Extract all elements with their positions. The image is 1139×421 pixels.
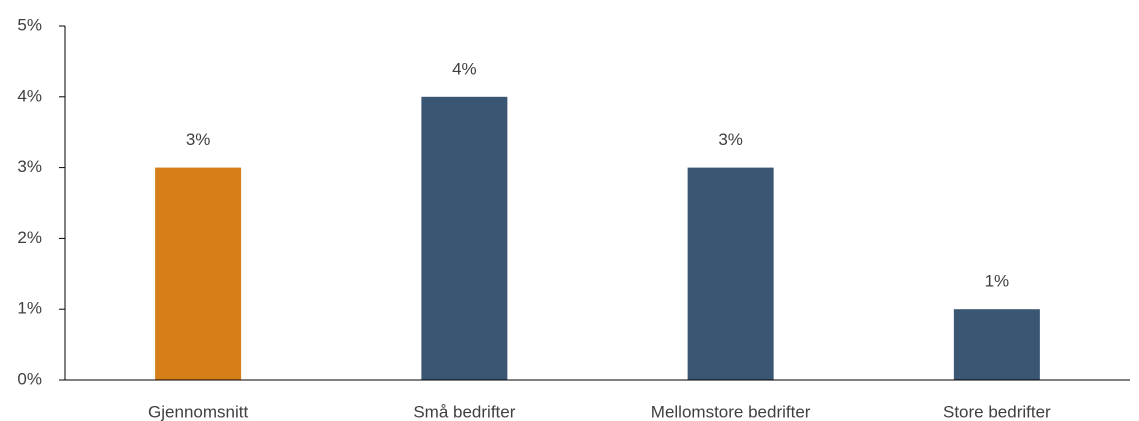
y-tick-label: 2%: [17, 228, 42, 247]
bar: [687, 167, 774, 380]
value-label: 3%: [718, 130, 743, 149]
y-tick-label: 5%: [17, 15, 42, 34]
y-tick-label: 4%: [17, 86, 42, 105]
y-tick-label: 3%: [17, 157, 42, 176]
y-tick-label: 0%: [17, 369, 42, 388]
value-label: 3%: [186, 130, 211, 149]
x-tick-label: Gjennomsnitt: [148, 402, 248, 421]
bar: [953, 309, 1040, 380]
value-label: 4%: [452, 59, 477, 78]
bar: [421, 96, 508, 381]
value-label: 1%: [985, 272, 1010, 291]
x-tick-label: Store bedrifter: [943, 402, 1051, 421]
x-tick-label: Mellomstore bedrifter: [651, 402, 811, 421]
bar: [155, 167, 242, 380]
x-tick-label: Små bedrifter: [413, 402, 515, 421]
y-tick-label: 1%: [17, 299, 42, 318]
